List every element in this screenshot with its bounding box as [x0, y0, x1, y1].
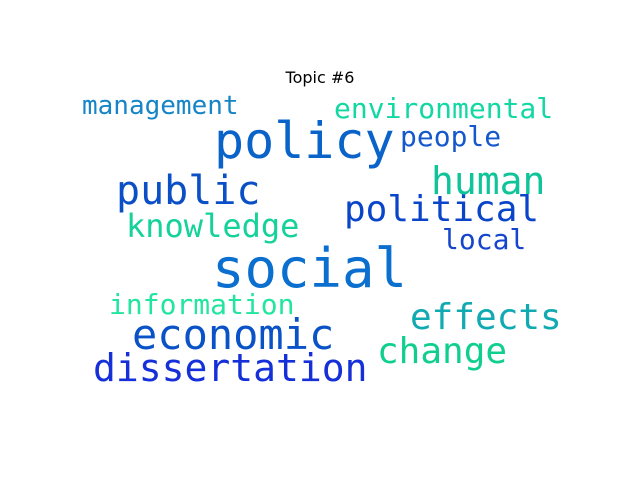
chart-title: Topic #6 — [285, 68, 355, 87]
word-human: human — [431, 159, 546, 203]
word-public: public — [116, 168, 261, 214]
word-dissertation: dissertation — [93, 346, 368, 390]
word-change: change — [377, 331, 508, 372]
word-knowledge: knowledge — [126, 207, 300, 245]
word-management: management — [82, 91, 239, 121]
word-information: information — [109, 288, 295, 321]
word-economic: economic — [132, 310, 335, 359]
word-policy: policy — [214, 112, 395, 170]
word-environmental: environmental — [334, 92, 554, 125]
word-political: political — [344, 189, 540, 230]
word-local: local — [442, 223, 527, 256]
word-social: social — [212, 237, 408, 300]
word-people: people — [400, 120, 502, 153]
word-effects: effects — [410, 297, 562, 338]
